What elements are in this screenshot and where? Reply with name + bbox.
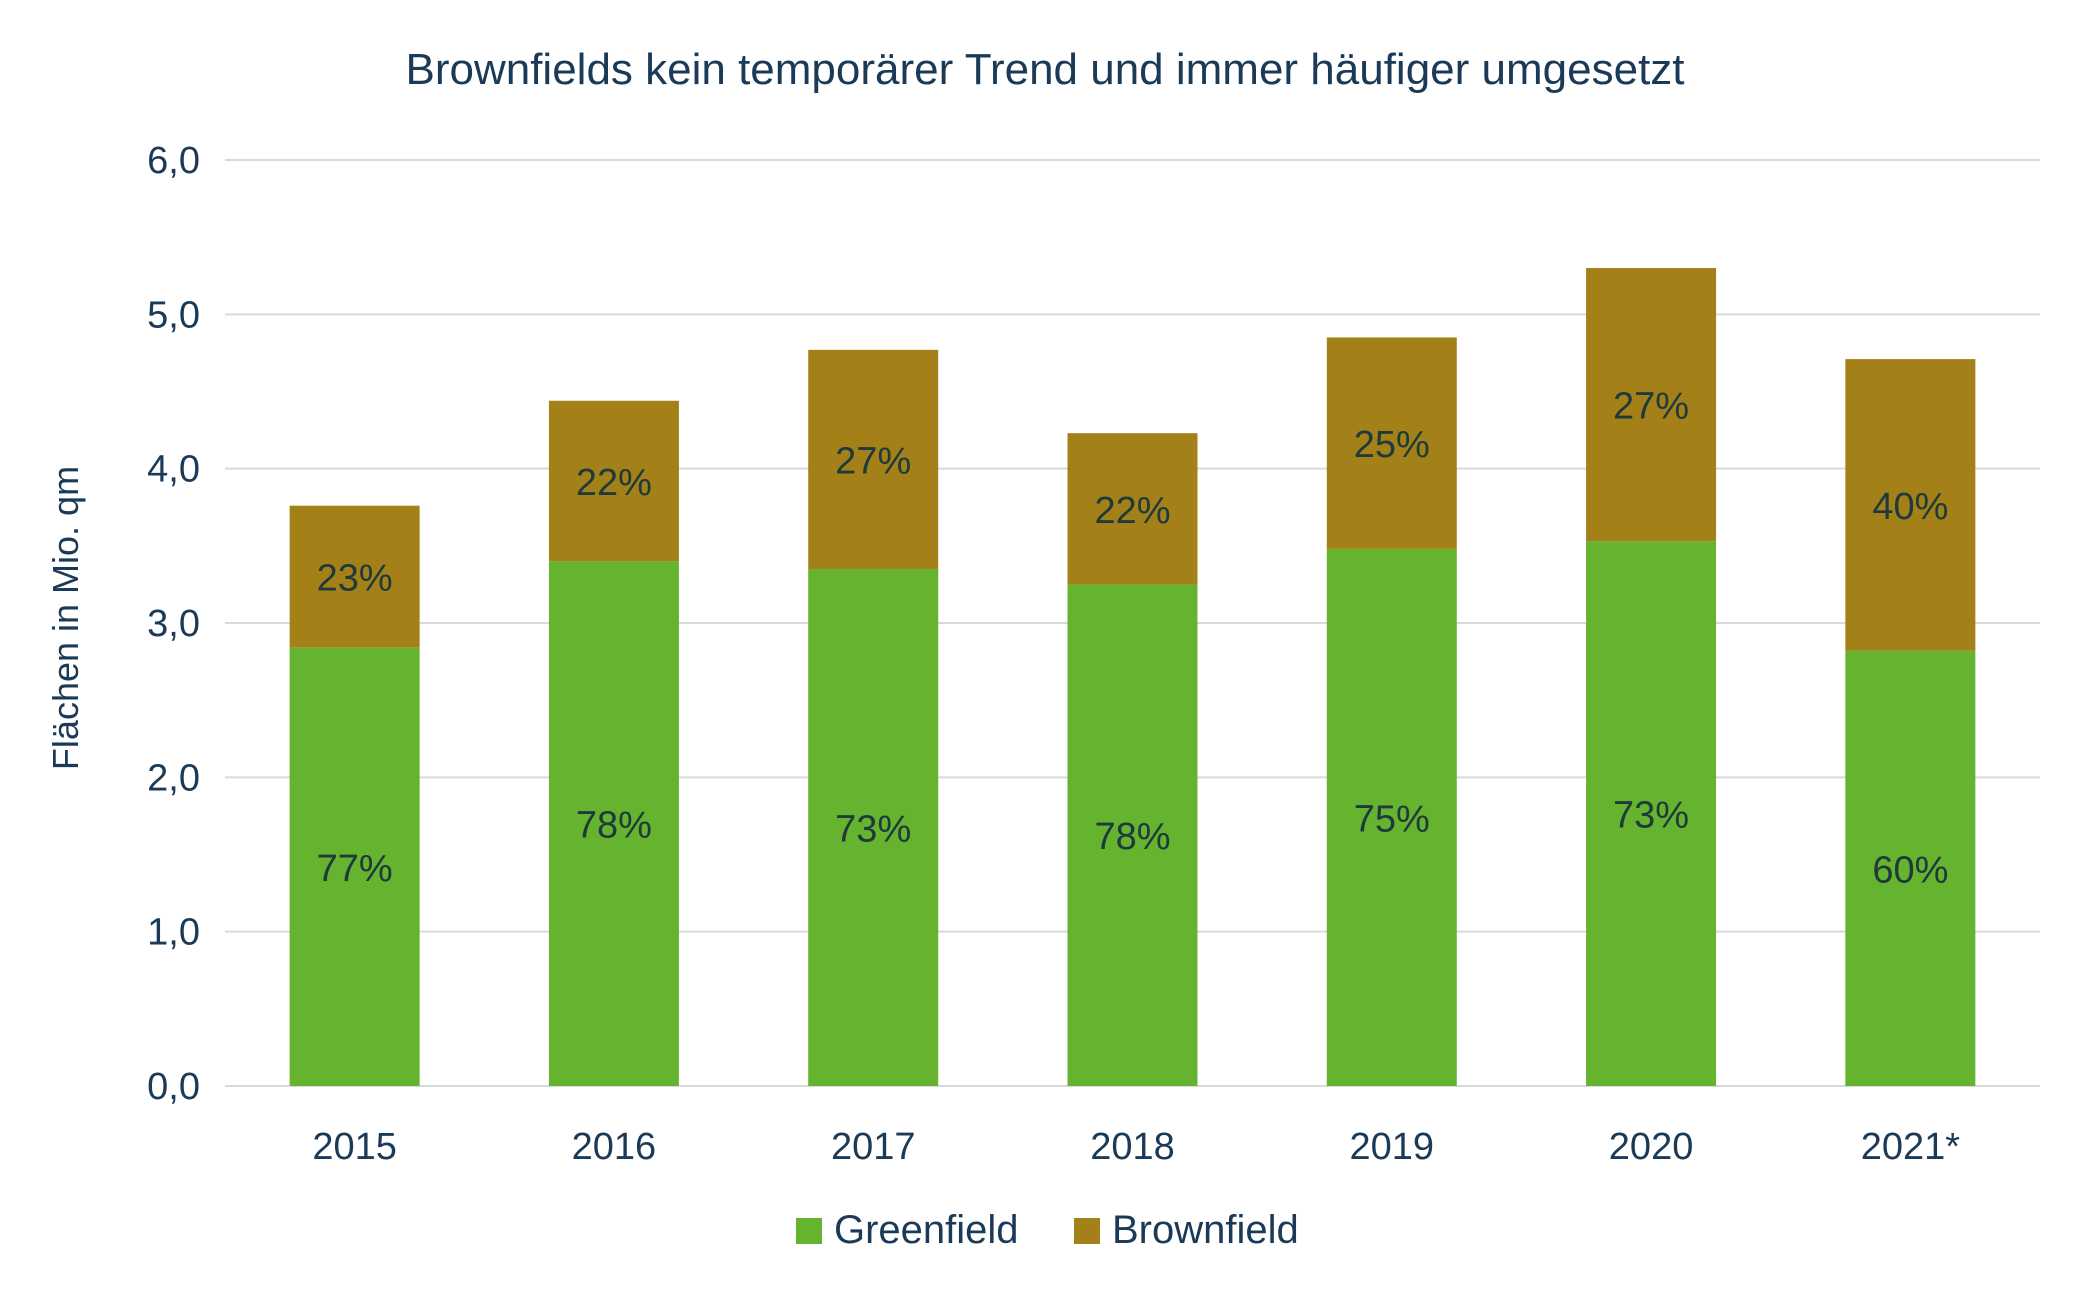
legend-swatch-brownfield: [1074, 1218, 1100, 1244]
y-axis-ticks: 0,0 1,0 2,0 3,0 4,0 5,0 6,0: [147, 140, 200, 1108]
x-tick-label: 2019: [1350, 1126, 1435, 1168]
data-label: 60%: [1872, 849, 1948, 891]
x-tick-label: 2015: [312, 1126, 397, 1168]
bar-brownfield-2021: [1845, 359, 1976, 651]
data-label: 27%: [1613, 386, 1689, 428]
data-label: 78%: [576, 805, 652, 847]
y-tick-label: 2,0: [147, 757, 200, 799]
bar-brownfield-2015: [289, 505, 420, 648]
data-label: 27%: [835, 440, 911, 482]
bar-greenfield-2017: [808, 568, 939, 1086]
bar-brownfield-2018: [1067, 433, 1198, 585]
y-tick-label: 5,0: [147, 294, 200, 336]
data-label: 73%: [1613, 795, 1689, 837]
data-label: 78%: [1094, 816, 1170, 858]
x-tick-label: 2018: [1090, 1126, 1175, 1168]
y-tick-label: 0,0: [147, 1066, 200, 1108]
bar-brownfield-2017: [808, 349, 939, 569]
bar-greenfield-2020: [1586, 541, 1717, 1086]
x-tick-label: 2021*: [1861, 1126, 1961, 1168]
x-tick-label: 2017: [831, 1126, 916, 1168]
legend-label: Brownfield: [1112, 1208, 1299, 1252]
data-label: 22%: [576, 462, 652, 504]
bar-brownfield-2020: [1586, 268, 1717, 542]
y-tick-label: 3,0: [147, 603, 200, 645]
bar-greenfield-2018: [1067, 584, 1198, 1086]
bar-greenfield-2015: [289, 647, 420, 1086]
y-tick-label: 4,0: [147, 449, 200, 491]
data-label: 75%: [1354, 798, 1430, 840]
legend: Greenfield Brownfield: [796, 1208, 1299, 1252]
bar-greenfield-2016: [548, 561, 679, 1086]
data-label: 77%: [317, 848, 393, 890]
x-axis-ticks: 2015 2016 2017 2018 2019 2020 2021*: [312, 1126, 1960, 1168]
bars: 77% 23% 78% 22% 73% 27% 78% 22% 75% 25% 73% 27% 60% 4…: [289, 268, 1976, 1086]
bar-brownfield-2019: [1326, 337, 1457, 549]
data-label: 40%: [1872, 486, 1948, 528]
bar-greenfield-2021: [1845, 650, 1976, 1086]
data-label: 73%: [835, 808, 911, 850]
bar-greenfield-2019: [1326, 548, 1457, 1086]
legend-label: Greenfield: [834, 1208, 1019, 1252]
y-tick-label: 1,0: [147, 912, 200, 954]
data-label: 25%: [1354, 424, 1430, 466]
y-axis-title: Flächen in Mio. qm: [45, 466, 86, 770]
x-tick-label: 2020: [1609, 1126, 1694, 1168]
y-tick-label: 6,0: [147, 140, 200, 182]
data-label: 23%: [317, 558, 393, 600]
legend-swatch-greenfield: [796, 1218, 822, 1244]
chart-title: Brownfields kein temporärer Trend und im…: [405, 45, 1684, 94]
bar-brownfield-2016: [548, 400, 679, 562]
data-label: 22%: [1094, 490, 1170, 532]
x-tick-label: 2016: [572, 1126, 657, 1168]
